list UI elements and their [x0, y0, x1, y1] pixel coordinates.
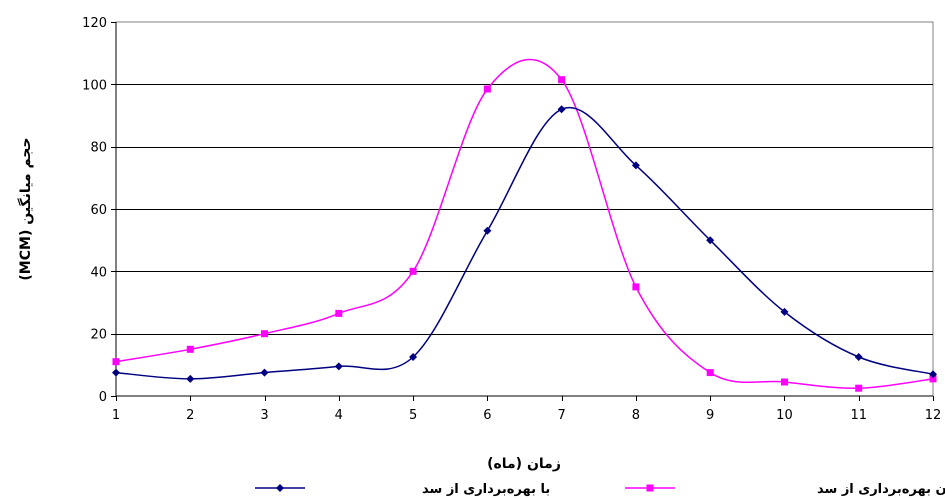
data-point-diamond — [780, 307, 789, 316]
data-point-square — [855, 384, 863, 392]
legend-marker-with-dam — [276, 484, 284, 492]
data-point-square — [781, 378, 788, 386]
data-point-diamond — [483, 226, 492, 235]
data-point-square — [558, 76, 566, 84]
data-point-square — [335, 309, 343, 317]
data-point-diamond — [186, 374, 195, 383]
data-point-square — [483, 85, 491, 93]
grid-lines — [116, 84, 933, 335]
data-point-square — [409, 267, 417, 275]
y-axis-title: حجم میانگین (MCM) — [17, 137, 34, 280]
data-point-square — [261, 330, 268, 338]
x-tick-labels: 1 2 3 4 5 6 7 8 9 10 11 12 — [112, 408, 941, 423]
data-point-diamond — [631, 161, 640, 170]
x-tick-label: 4 — [335, 408, 343, 423]
data-point-square — [186, 345, 194, 353]
series-layer — [112, 58, 937, 392]
y-tick-label: 0 — [99, 390, 107, 405]
legend-marker-without-dam — [646, 484, 654, 492]
data-point-diamond — [854, 353, 863, 361]
data-point-diamond — [929, 370, 937, 379]
data-point-square — [706, 369, 714, 377]
x-tick-label: 12 — [925, 408, 942, 423]
x-tick-label: 9 — [706, 408, 714, 423]
data-point-diamond — [112, 368, 120, 377]
y-tick-label: 20 — [90, 328, 107, 343]
data-point-diamond — [260, 368, 269, 377]
data-point-diamond — [334, 362, 343, 371]
data-point-square — [112, 358, 120, 366]
x-tick-label: 1 — [112, 408, 120, 423]
legend-label-without-dam: بدون بهره‌برداری از سد — [817, 482, 945, 497]
y-tick-label: 120 — [82, 16, 107, 31]
x-tick-label: 10 — [776, 408, 793, 423]
x-axis-title: زمان (ماه) — [487, 456, 561, 472]
y-tick-labels: 0 20 40 60 80 100 120 — [82, 16, 107, 405]
x-tick-label: 2 — [186, 408, 194, 423]
y-tick-label: 80 — [90, 141, 107, 156]
legend-label-with-dam: با بهره‌برداری از سد — [422, 482, 550, 497]
axes — [111, 22, 934, 401]
y-tick-label: 60 — [90, 203, 107, 218]
y-tick-label: 40 — [90, 265, 107, 280]
x-tick-label: 6 — [483, 408, 491, 423]
x-tick-label: 8 — [632, 408, 640, 423]
x-tick-label: 7 — [557, 408, 565, 423]
x-tick-label: 5 — [409, 408, 417, 423]
legend-item-without-dam: بدون بهره‌برداری از سد — [625, 482, 945, 497]
legend-item-with-dam: با بهره‌برداری از سد — [255, 482, 550, 497]
legend: با بهره‌برداری از سد بدون بهره‌برداری از… — [255, 482, 945, 497]
data-point-diamond — [557, 105, 566, 114]
x-tick-label: 3 — [260, 408, 268, 423]
data-point-diamond — [409, 353, 418, 361]
data-point-square — [929, 375, 937, 383]
data-point-square — [632, 283, 640, 291]
data-point-diamond — [706, 236, 715, 245]
y-tick-label: 100 — [82, 78, 107, 93]
x-tick-label: 11 — [850, 408, 867, 423]
